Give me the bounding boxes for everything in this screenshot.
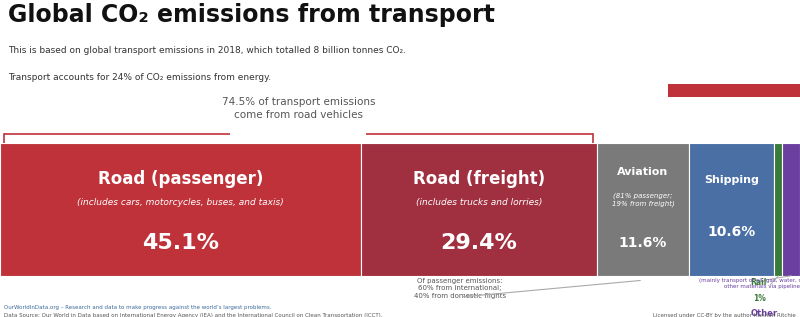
Text: Our World
in Data: Our World in Data — [696, 22, 772, 51]
Text: This is based on global transport emissions in 2018, which totalled 8 billion to: This is based on global transport emissi… — [8, 46, 406, 55]
Bar — [597, 143, 690, 276]
Text: 11.6%: 11.6% — [619, 236, 667, 249]
Text: (81% passenger;
19% from freight): (81% passenger; 19% from freight) — [612, 193, 674, 207]
Text: (mainly transport of oil, gas, water, steam and
other materials via pipelines): (mainly transport of oil, gas, water, st… — [699, 278, 800, 289]
Bar — [0, 143, 361, 276]
Bar — [782, 143, 800, 276]
Text: 45.1%: 45.1% — [142, 232, 219, 253]
Text: Of passenger emissions:
60% from international;
40% from domestic flights: Of passenger emissions: 60% from interna… — [414, 278, 506, 299]
Text: 74.5% of transport emissions
come from road vehicles: 74.5% of transport emissions come from r… — [222, 97, 375, 120]
Text: 1%: 1% — [754, 294, 766, 302]
Bar — [690, 143, 774, 276]
Text: (includes cars, motorcycles, buses, and taxis): (includes cars, motorcycles, buses, and … — [78, 198, 284, 207]
Text: (includes trucks and lorries): (includes trucks and lorries) — [416, 198, 542, 207]
Bar — [774, 143, 782, 276]
Bar — [361, 143, 597, 276]
Text: Rail: Rail — [750, 278, 766, 287]
Text: 10.6%: 10.6% — [708, 225, 756, 239]
Text: Licensed under CC-BY by the author Hannah Ritchie: Licensed under CC-BY by the author Hanna… — [654, 314, 796, 317]
Text: Other: Other — [750, 309, 778, 317]
Text: Global CO₂ emissions from transport: Global CO₂ emissions from transport — [8, 3, 495, 27]
Text: Aviation: Aviation — [618, 167, 669, 177]
Text: Shipping: Shipping — [705, 175, 759, 185]
Bar — [668, 84, 800, 97]
Text: Transport accounts for 24% of CO₂ emissions from energy.: Transport accounts for 24% of CO₂ emissi… — [8, 74, 271, 82]
Text: Data Source: Our World in Data based on International Energy Agency (IEA) and th: Data Source: Our World in Data based on … — [4, 314, 382, 317]
Text: Road (passenger): Road (passenger) — [98, 170, 263, 188]
Text: Road (freight): Road (freight) — [413, 170, 545, 188]
Text: OurWorldInData.org – Research and data to make progress against the world’s larg: OurWorldInData.org – Research and data t… — [4, 306, 271, 310]
Text: 29.4%: 29.4% — [441, 232, 518, 253]
